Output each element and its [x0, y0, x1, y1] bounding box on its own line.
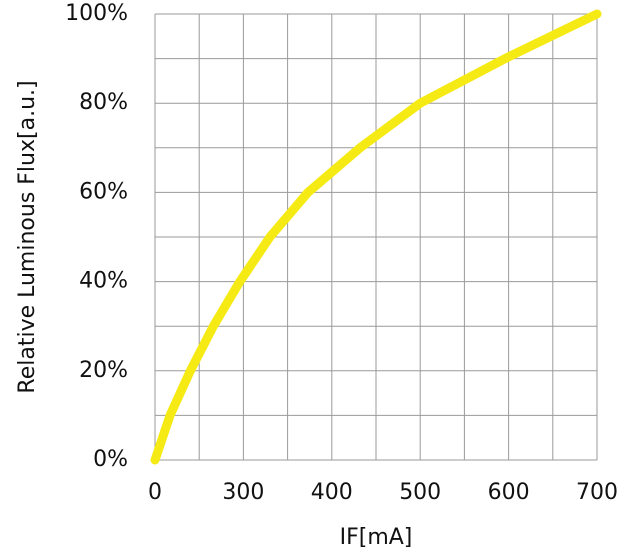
x-tick-label: 600	[488, 480, 530, 505]
x-tick-label: 0	[148, 480, 162, 505]
y-tick-label: 0%	[93, 447, 128, 472]
y-tick-label: 100%	[65, 1, 128, 26]
series-line	[150, 9, 602, 465]
x-tick-label: 500	[399, 480, 441, 505]
y-tick-label: 40%	[79, 269, 128, 294]
x-axis-label: IF[mA]	[340, 525, 413, 550]
x-tick-label: 400	[311, 480, 353, 505]
y-axis-label: Relative Luminous Flux[a.u.]	[15, 80, 40, 393]
y-tick-label: 80%	[79, 90, 128, 115]
x-tick-label: 300	[222, 480, 264, 505]
y-tick-label: 60%	[79, 179, 128, 204]
x-tick-label: 700	[576, 480, 618, 505]
y-tick-label: 20%	[79, 358, 128, 383]
